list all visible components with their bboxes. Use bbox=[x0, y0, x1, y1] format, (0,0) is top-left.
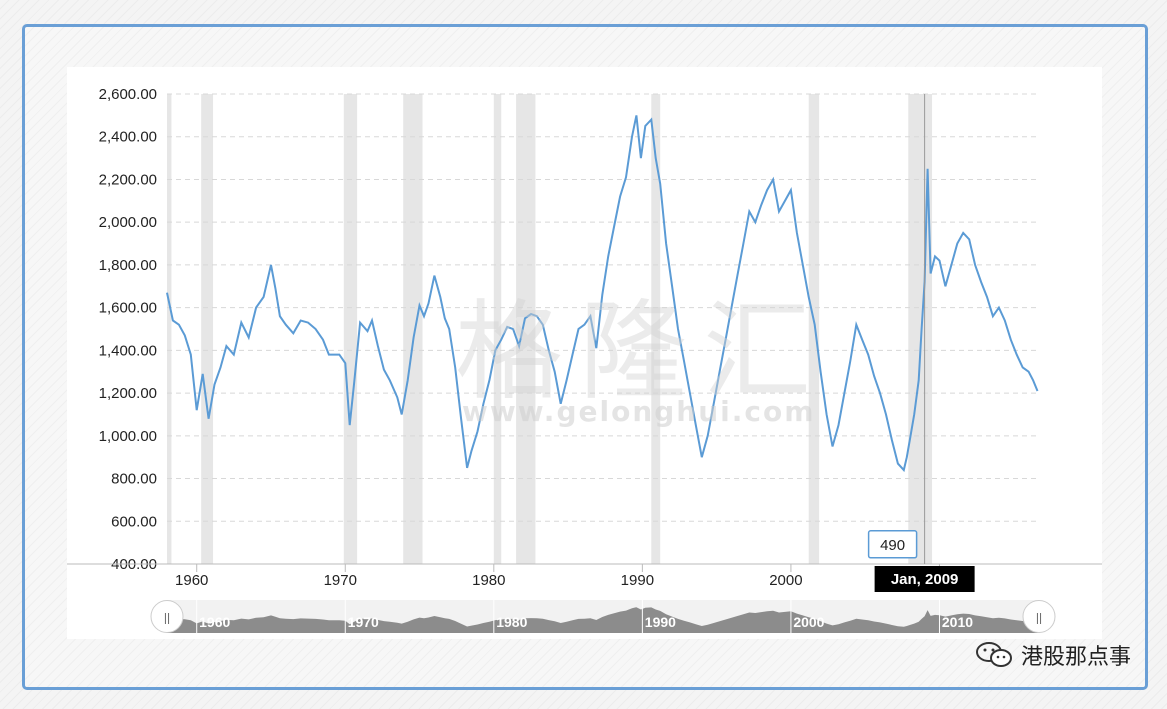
navigator-label: 1980 bbox=[496, 614, 527, 630]
recession-band bbox=[167, 94, 172, 564]
x-tick-label: 2000 bbox=[769, 572, 802, 589]
y-tick-label: 1,200.00 bbox=[99, 385, 157, 402]
series-line bbox=[166, 115, 1039, 473]
navigator[interactable]: 1960 1970 1980 1990 2000 2010 || || bbox=[150, 600, 1056, 633]
wechat-icon bbox=[975, 641, 1015, 669]
recession-band bbox=[908, 94, 933, 564]
y-tick-label: 600.00 bbox=[111, 513, 157, 530]
y-tick-label: 2,000.00 bbox=[99, 214, 157, 231]
recession-bands bbox=[167, 94, 933, 564]
y-tick-label: 2,400.00 bbox=[99, 129, 157, 146]
navigator-label: 2010 bbox=[942, 614, 973, 630]
line-chart: 2,600.00 2,400.00 2,200.00 2,000.00 1,800.00… bbox=[67, 86, 1102, 633]
recession-band bbox=[201, 94, 214, 564]
navigator-area bbox=[167, 607, 1038, 633]
x-tick-label: 1960 bbox=[175, 572, 208, 589]
brand-text: 港股那点事 bbox=[1020, 645, 1131, 670]
recession-band bbox=[343, 94, 358, 564]
y-axis-ticks: 2,600.00 2,400.00 2,200.00 2,000.00 1,800.00… bbox=[99, 86, 157, 573]
y-tick-label: 1,800.00 bbox=[99, 257, 157, 274]
recession-band bbox=[651, 94, 661, 564]
recession-band bbox=[808, 94, 820, 564]
tooltip-date-box: Jan, 2009 bbox=[874, 566, 975, 592]
watermark-text: 格隆汇 bbox=[455, 290, 828, 415]
recession-band bbox=[403, 94, 423, 564]
brand-badge: 港股那点事 bbox=[975, 639, 1131, 671]
y-tick-label: 1,600.00 bbox=[99, 300, 157, 317]
tooltip-value-box: 490 bbox=[867, 530, 918, 559]
tooltip-date: Jan, 2009 bbox=[891, 571, 959, 588]
navigator-handle-right[interactable]: || bbox=[1022, 600, 1056, 633]
recession-band bbox=[493, 94, 502, 564]
y-tick-label: 2,600.00 bbox=[99, 86, 157, 103]
svg-text:||: || bbox=[164, 611, 170, 625]
watermark-url: www.gelonghui.com bbox=[462, 395, 816, 428]
navigator-label: 2000 bbox=[793, 614, 824, 630]
recession-band bbox=[516, 94, 536, 564]
x-tick-label: 1970 bbox=[324, 572, 357, 589]
y-tick-label: 800.00 bbox=[111, 471, 157, 488]
y-tick-label: 2,200.00 bbox=[99, 171, 157, 188]
navigator-handle-left[interactable]: || bbox=[150, 600, 184, 633]
x-tick-label: 1980 bbox=[472, 572, 505, 589]
chart-panel: 2,600.00 2,400.00 2,200.00 2,000.00 1,800.00… bbox=[67, 67, 1102, 639]
svg-text:||: || bbox=[1036, 611, 1042, 625]
navigator-label: 1960 bbox=[199, 614, 230, 630]
tooltip-value: 490 bbox=[880, 537, 905, 554]
navigator-label: 1970 bbox=[348, 614, 379, 630]
x-tick-label: 1990 bbox=[621, 572, 654, 589]
navigator-label: 1990 bbox=[645, 614, 676, 630]
y-tick-label: 1,000.00 bbox=[99, 428, 157, 445]
y-tick-label: 1,400.00 bbox=[99, 342, 157, 359]
